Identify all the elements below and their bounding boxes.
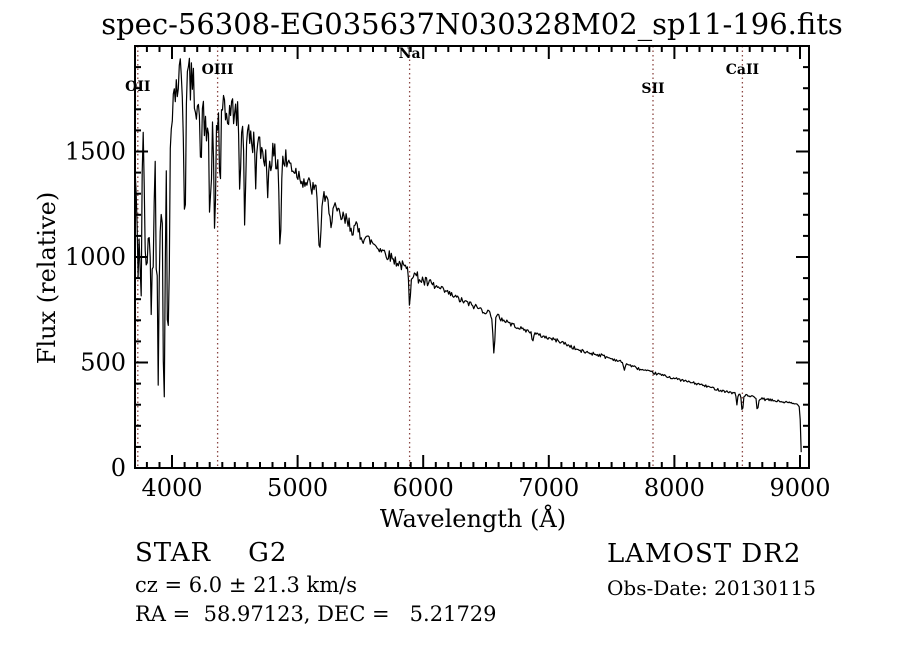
x-tick-label: 9000: [769, 474, 830, 502]
x-tick-label: 7000: [518, 474, 579, 502]
x-axis-title: Wavelength (Å): [380, 504, 566, 533]
marker-label-na: Na: [399, 46, 421, 62]
axis-ticks: [135, 46, 809, 468]
flux-spectrum-line: [135, 57, 802, 453]
marker-label-oiii: OIII: [202, 62, 234, 78]
y-tick-label: 1500: [65, 138, 126, 166]
marker-label-oii: OII: [125, 79, 150, 95]
spectral-marker-lines: [137, 46, 744, 468]
ra-dec-label: RA = 58.97123, DEC = 5.21729: [135, 602, 497, 626]
y-tick-label: 500: [80, 349, 126, 377]
axis-tick-labels: 4000 5000 6000 7000 8000 9000 0 500 1000 1500: [65, 138, 831, 503]
marker-label-sii: SII: [641, 81, 664, 97]
obs-date-label: Obs-Date: 20130115: [607, 576, 816, 600]
y-axis-title: Flux (relative): [33, 192, 61, 364]
plot-title: spec-56308-EG035637N030328M02_sp11-196.f…: [101, 7, 843, 42]
survey-release-label: LAMOST DR2: [607, 539, 802, 569]
object-class-label: STAR G2: [135, 538, 288, 568]
x-tick-label: 4000: [141, 474, 202, 502]
spectrum-trace-group: [135, 57, 802, 453]
spectral-marker-labels: OII OIII Na SII CaII: [125, 46, 759, 97]
x-tick-label: 6000: [393, 474, 454, 502]
x-tick-label: 5000: [267, 474, 328, 502]
y-tick-label: 0: [111, 454, 126, 482]
marker-label-caii: CaII: [726, 62, 759, 78]
y-tick-label: 1000: [65, 243, 126, 271]
x-tick-label: 8000: [644, 474, 705, 502]
radial-velocity-label: cz = 6.0 ± 21.3 km/s: [135, 573, 358, 597]
